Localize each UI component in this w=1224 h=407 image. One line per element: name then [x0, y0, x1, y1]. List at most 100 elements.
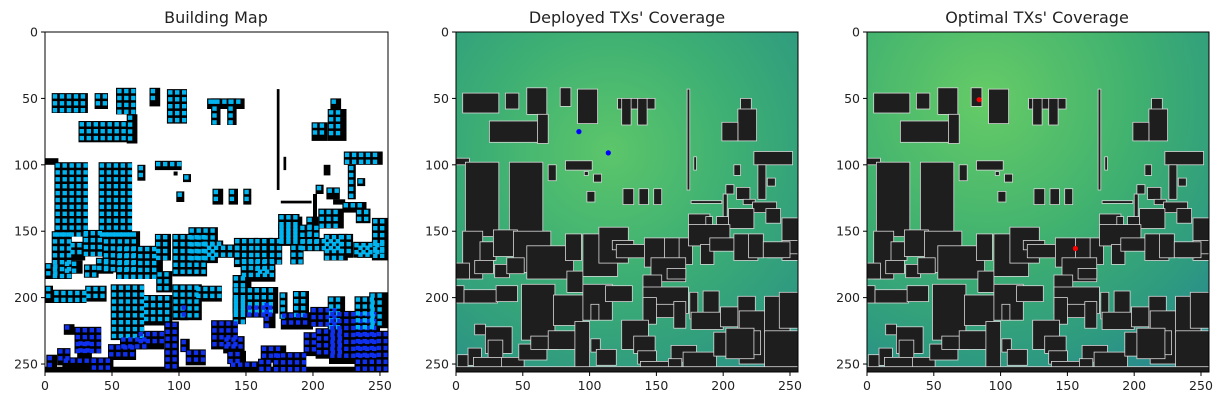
candidate-tx-marker	[241, 258, 247, 264]
candidate-tx-marker	[302, 320, 308, 325]
candidate-tx-marker	[106, 190, 112, 196]
candidate-tx-marker	[117, 260, 122, 266]
building	[279, 292, 288, 319]
y-tick-label: 250	[836, 357, 860, 372]
candidate-tx-marker	[326, 223, 331, 228]
candidate-tx-marker	[82, 348, 87, 354]
candidate-tx-marker	[159, 331, 164, 337]
candidate-tx-marker	[369, 325, 374, 330]
candidate-tx-marker	[228, 120, 233, 125]
candidate-tx-marker	[145, 338, 150, 344]
candidate-tx-marker	[349, 165, 354, 171]
candidate-tx-marker	[62, 170, 67, 175]
building	[1101, 311, 1135, 330]
candidate-tx-marker	[369, 338, 374, 344]
building	[977, 270, 995, 293]
candidate-tx-marker	[124, 260, 129, 266]
candidate-tx-marker	[369, 318, 374, 323]
building	[1064, 188, 1074, 205]
building	[958, 330, 987, 350]
candidate-tx-marker	[187, 269, 192, 274]
candidate-tx-marker	[212, 342, 217, 347]
candidate-tx-marker	[193, 350, 199, 355]
building	[885, 323, 897, 336]
candidate-tx-marker	[172, 350, 177, 355]
x-tick-label: 250	[1189, 378, 1213, 393]
candidate-tx-marker	[351, 159, 357, 164]
candidate-tx-marker	[228, 106, 233, 111]
building	[1016, 285, 1044, 303]
candidate-tx-marker	[365, 346, 370, 351]
building	[45, 366, 388, 372]
candidate-tx-marker	[311, 340, 317, 345]
candidate-tx-marker	[52, 94, 58, 99]
candidate-tx-marker	[333, 216, 338, 222]
candidate-tx-marker	[89, 328, 94, 333]
candidate-tx-marker	[79, 129, 84, 134]
candidate-tx-marker	[172, 336, 177, 341]
candidate-tx-marker	[69, 211, 74, 216]
candidate-tx-marker	[145, 260, 150, 266]
candidate-tx-marker	[113, 170, 119, 175]
candidate-tx-marker	[132, 333, 138, 339]
candidate-tx-marker	[111, 313, 117, 318]
candidate-tx-marker	[106, 225, 112, 230]
candidate-tx-marker	[86, 293, 91, 299]
candidate-tx-marker	[307, 232, 312, 237]
candidate-tx-marker	[247, 295, 253, 300]
y-tick-label: 100	[425, 157, 449, 172]
candidate-tx-marker	[138, 267, 143, 273]
candidate-tx-marker	[165, 343, 170, 348]
candidate-tx-marker	[106, 184, 112, 189]
candidate-tx-marker	[172, 329, 177, 334]
candidate-tx-marker	[125, 285, 131, 290]
candidate-tx-marker	[331, 99, 336, 104]
candidate-tx-marker	[330, 346, 335, 351]
candidate-tx-marker	[99, 225, 105, 230]
candidate-tx-marker	[69, 197, 74, 203]
building	[590, 303, 600, 321]
candidate-tx-marker	[75, 341, 80, 347]
building	[917, 257, 936, 275]
candidate-tx-marker	[175, 117, 180, 123]
building	[1132, 121, 1150, 142]
candidate-tx-marker	[75, 290, 80, 296]
candidate-tx-marker	[255, 265, 261, 271]
building	[964, 294, 995, 326]
candidate-tx-marker	[118, 299, 124, 304]
candidate-tx-marker	[92, 265, 97, 270]
candidate-tx-marker	[242, 252, 247, 258]
candidate-tx-marker	[77, 243, 82, 248]
candidate-tx-marker	[180, 292, 185, 297]
candidate-tx-marker	[210, 286, 215, 292]
candidate-tx-marker	[132, 292, 138, 297]
candidate-tx-marker	[369, 359, 374, 364]
candidate-tx-marker	[113, 232, 119, 237]
candidate-tx-marker	[324, 241, 330, 247]
candidate-tx-marker	[311, 347, 317, 352]
candidate-tx-marker	[80, 101, 86, 106]
candidate-tx-marker	[150, 303, 156, 308]
candidate-tx-marker	[298, 252, 303, 257]
candidate-tx-marker	[201, 262, 206, 267]
candidate-tx-marker	[114, 135, 119, 141]
candidate-tx-marker	[90, 251, 95, 257]
candidate-tx-marker	[380, 241, 385, 246]
candidate-tx-marker	[351, 325, 356, 331]
candidate-tx-marker	[86, 122, 91, 127]
candidate-tx-marker	[118, 313, 124, 318]
candidate-tx-marker	[135, 344, 140, 349]
candidate-tx-marker	[370, 321, 375, 326]
candidate-tx-marker	[365, 245, 370, 250]
candidate-tx-marker	[383, 366, 388, 371]
candidate-tx-marker	[76, 190, 81, 196]
candidate-tx-marker	[110, 239, 116, 244]
candidate-tx-marker	[229, 189, 235, 195]
x-tick-label: 250	[778, 378, 802, 393]
candidate-tx-marker	[131, 109, 136, 114]
y-tick-label: 200	[14, 290, 38, 305]
candidate-tx-marker	[59, 273, 65, 279]
candidate-tx-marker	[319, 123, 325, 128]
candidate-tx-marker	[369, 366, 374, 371]
candidate-tx-marker	[264, 323, 269, 328]
